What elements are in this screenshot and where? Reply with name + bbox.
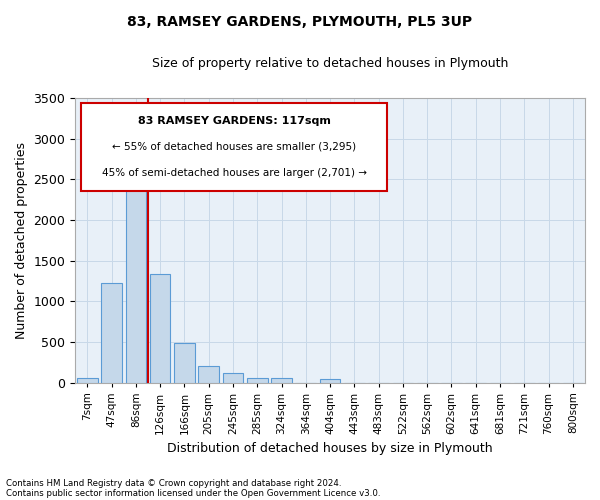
Text: 83, RAMSEY GARDENS, PLYMOUTH, PL5 3UP: 83, RAMSEY GARDENS, PLYMOUTH, PL5 3UP [127,15,473,29]
Y-axis label: Number of detached properties: Number of detached properties [15,142,28,339]
Text: Contains HM Land Registry data © Crown copyright and database right 2024.: Contains HM Land Registry data © Crown c… [6,478,341,488]
X-axis label: Distribution of detached houses by size in Plymouth: Distribution of detached houses by size … [167,442,493,455]
Text: ← 55% of detached houses are smaller (3,295): ← 55% of detached houses are smaller (3,… [112,142,356,152]
Text: 45% of semi-detached houses are larger (2,701) →: 45% of semi-detached houses are larger (… [101,168,367,178]
Bar [199,366,219,382]
Bar [223,373,243,382]
Bar [77,378,98,382]
Text: 83 RAMSEY GARDENS: 117sqm: 83 RAMSEY GARDENS: 117sqm [137,116,331,126]
Bar [125,172,146,382]
Bar [101,282,122,382]
Bar [174,342,195,382]
Bar [271,378,292,382]
Bar [247,378,268,382]
Text: Contains public sector information licensed under the Open Government Licence v3: Contains public sector information licen… [6,488,380,498]
Bar [320,380,340,382]
Bar [150,274,170,382]
Title: Size of property relative to detached houses in Plymouth: Size of property relative to detached ho… [152,58,508,70]
